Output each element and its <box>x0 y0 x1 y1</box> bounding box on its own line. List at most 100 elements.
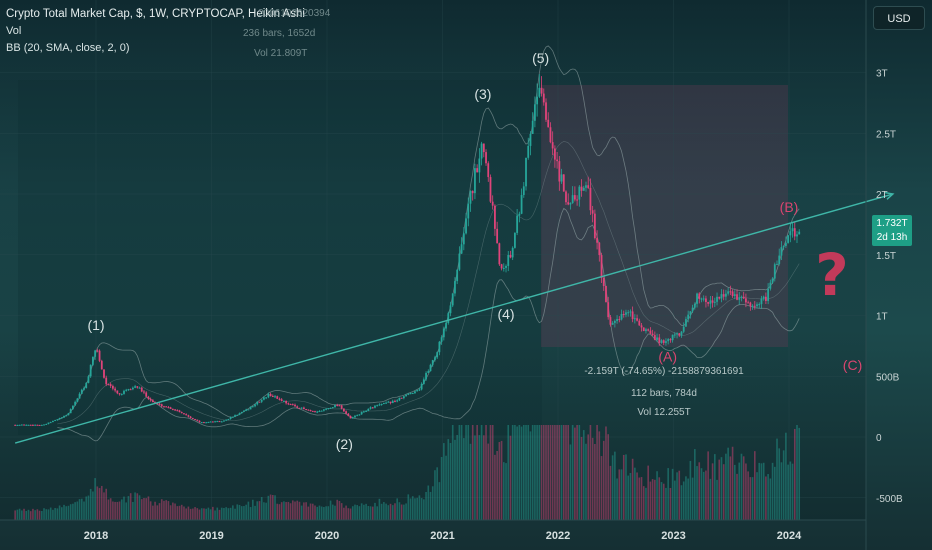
volume-bar <box>787 464 789 520</box>
volume-bar <box>489 425 492 520</box>
measure-bars-text: 112 bars, 784d <box>631 388 697 399</box>
volume-bar <box>309 503 312 520</box>
candle-body <box>602 277 605 287</box>
candle-body <box>696 293 698 304</box>
candle-body <box>662 340 665 343</box>
candle-body <box>645 329 647 332</box>
volume-bar <box>474 435 476 520</box>
candle-body <box>682 326 685 332</box>
time-axis[interactable]: 2018 2019 2020 2021 2022 2023 2024 <box>84 530 802 542</box>
candle-body <box>256 401 259 405</box>
candle-body <box>436 352 439 358</box>
volume-bar <box>165 500 167 520</box>
candle-body <box>140 387 143 392</box>
candle-body <box>69 409 72 414</box>
candle-body <box>405 394 407 397</box>
candle-body <box>76 398 79 402</box>
volume-bar <box>380 503 383 520</box>
candle-body <box>269 394 272 396</box>
candle-body <box>422 379 425 384</box>
candle-body <box>123 390 125 394</box>
volume-bar <box>700 468 703 520</box>
candle-body <box>425 372 427 380</box>
candle-body <box>316 411 319 413</box>
volume-bar <box>458 425 461 520</box>
candle-body <box>187 415 190 417</box>
candle-body <box>671 334 674 341</box>
volume-bar <box>303 502 305 520</box>
candle-body <box>500 264 503 269</box>
volume-bar <box>556 425 558 520</box>
candle-body <box>478 158 481 173</box>
volume-bar <box>671 468 674 520</box>
candle-body <box>691 307 694 312</box>
candle-body <box>54 420 57 422</box>
plot-area[interactable] <box>0 0 866 520</box>
price-axis[interactable]: 3T 2.5T 2T 1.5T 1T 500B 0 -500B <box>876 69 903 505</box>
candle-body <box>673 334 676 336</box>
volume-bar <box>260 497 263 520</box>
volume-bar <box>16 509 19 520</box>
candle-body <box>149 398 152 401</box>
candle-body <box>409 393 412 395</box>
candle-body <box>751 305 754 307</box>
price-tick-label: 2.5T <box>876 129 896 140</box>
volume-bar <box>711 463 714 520</box>
candle-body <box>647 329 650 331</box>
volume-indicator-label[interactable]: Vol <box>6 25 22 37</box>
volume-bar <box>554 425 556 520</box>
candle-body <box>627 312 630 314</box>
candle-body <box>171 408 174 410</box>
measurement-text: -2.159T (-74.65%) -2158879361691 112 bar… <box>584 366 744 418</box>
candle-body <box>176 410 179 412</box>
measure-box[interactable] <box>541 85 788 347</box>
volume-bar <box>716 479 718 520</box>
candle-body <box>689 311 692 315</box>
currency-button[interactable]: USD <box>873 6 925 30</box>
svg-text:?: ? <box>815 241 849 309</box>
volume-bar <box>127 496 130 520</box>
candle-body <box>571 195 574 204</box>
candle-body <box>367 408 370 412</box>
volume-bar <box>265 502 267 520</box>
candle-body <box>565 191 567 203</box>
candle-body <box>114 388 117 391</box>
candle-body <box>542 93 545 103</box>
volume-bar <box>594 444 596 520</box>
volume-bar <box>74 502 76 520</box>
volume-bar <box>356 505 359 520</box>
volume-bar <box>227 508 230 520</box>
candle-body <box>767 288 770 301</box>
volume-bar <box>485 425 487 520</box>
volume-bar <box>622 454 625 520</box>
bollinger-indicator-label[interactable]: BB (20, SMA, close, 2, 0) <box>6 42 130 54</box>
trendline-line[interactable] <box>14 193 894 444</box>
volume-bar <box>645 487 647 520</box>
volume-bar <box>78 499 81 520</box>
candle-body <box>640 325 643 328</box>
volume-bar <box>776 438 778 520</box>
volume-bar <box>769 478 772 520</box>
candle-body <box>793 228 796 237</box>
candle-body <box>418 389 421 391</box>
candle-body <box>474 168 476 194</box>
candle-body <box>365 411 367 413</box>
volume-bar <box>567 425 570 520</box>
candle-body <box>569 203 572 205</box>
candle-body <box>394 400 396 402</box>
volume-bar <box>234 508 236 520</box>
trendline-arrow <box>884 191 895 200</box>
candle-body <box>685 319 687 327</box>
candle-body <box>285 400 288 404</box>
volume-bar <box>278 504 281 520</box>
candle-body <box>534 104 536 121</box>
candle-body <box>43 424 45 426</box>
candle-body <box>680 331 683 336</box>
volume-bar <box>440 456 443 520</box>
candle-body <box>16 424 19 426</box>
trendline[interactable] <box>14 191 895 444</box>
candle-body <box>447 313 450 324</box>
volume-bar <box>154 501 156 520</box>
volume-bar <box>369 506 372 520</box>
